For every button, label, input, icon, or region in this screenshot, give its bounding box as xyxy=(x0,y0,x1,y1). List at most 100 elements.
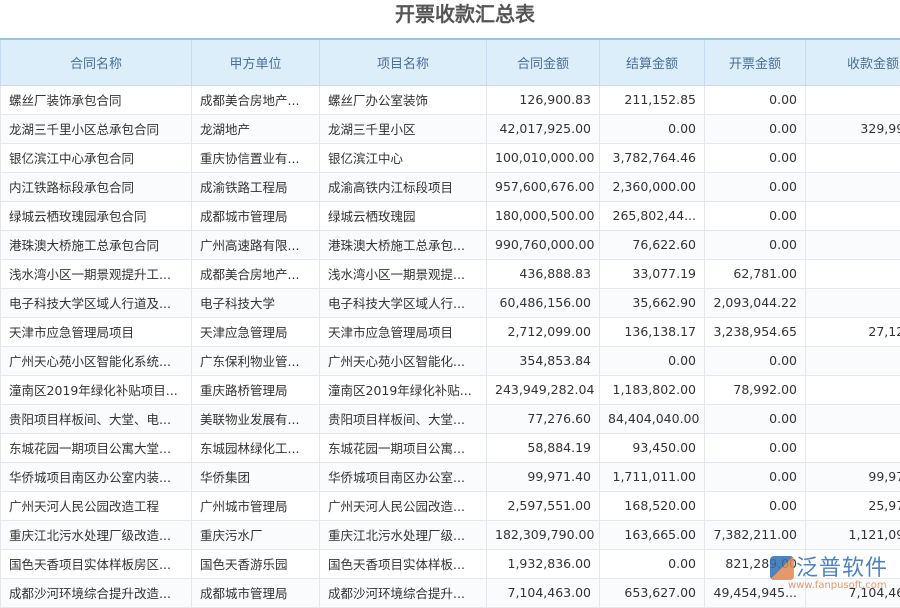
column-header-project-name[interactable]: 项目名称 xyxy=(320,39,487,85)
table-row[interactable]: 港珠澳大桥施工总承包合同广州高速路有限...港珠澳大桥施工总承包...990,7… xyxy=(1,230,900,259)
cell-contract-amount: 182,309,790.00 xyxy=(487,520,600,549)
column-header-client[interactable]: 甲方单位 xyxy=(192,39,320,85)
cell-contract-amount: 77,276.60 xyxy=(487,404,600,433)
cell-project-name: 重庆江北污水处理厂级... xyxy=(320,520,487,549)
cell-project-name: 华侨城项目南区办公室... xyxy=(320,462,487,491)
cell-settlement-amount: 0.00 xyxy=(600,114,705,143)
column-header-invoice-amount[interactable]: 开票金额 xyxy=(705,39,806,85)
cell-client: 龙湖地产 xyxy=(192,114,320,143)
cell-receipt-amount: 329,999.00 xyxy=(806,114,900,143)
column-header-settlement-amount[interactable]: 结算金额 xyxy=(600,39,705,85)
column-header-contract-amount[interactable]: 合同金额 xyxy=(487,39,600,85)
table-row[interactable]: 华侨城项目南区办公室内装...华侨集团华侨城项目南区办公室...99,971.4… xyxy=(1,462,900,491)
table-row[interactable]: 浅水湾小区一期景观提升工...成都美合房地产...浅水湾小区一期景观提...43… xyxy=(1,259,900,288)
cell-invoice-amount: 78,992.00 xyxy=(705,375,806,404)
cell-receipt-amount: 0.00 xyxy=(806,85,900,114)
cell-settlement-amount: 84,404,040.00 xyxy=(600,404,705,433)
cell-contract-name: 广州天河人民公园改造工程 xyxy=(1,491,192,520)
watermark-url: www.fanpusoft.com xyxy=(788,580,887,591)
cell-invoice-amount: 0.00 xyxy=(705,433,806,462)
cell-contract-amount: 60,486,156.00 xyxy=(487,288,600,317)
table-row[interactable]: 广州天心苑小区智能化系统...广东保利物业管...广州天心苑小区智能化...35… xyxy=(1,346,900,375)
cell-client: 天津应急管理局 xyxy=(192,317,320,346)
cell-contract-amount: 126,900.83 xyxy=(487,85,600,114)
cell-contract-amount: 2,597,551.00 xyxy=(487,491,600,520)
cell-contract-name: 广州天心苑小区智能化系统... xyxy=(1,346,192,375)
cell-receipt-amount: 0.00 xyxy=(806,201,900,230)
cell-client: 成都城市管理局 xyxy=(192,578,320,607)
table-row[interactable]: 成都沙河环境综合提升改造...成都城市管理局成都沙河环境综合提升...7,104… xyxy=(1,578,900,607)
column-header-receipt-amount[interactable]: 收款金额 xyxy=(806,39,900,85)
cell-invoice-amount: 3,238,954.65 xyxy=(705,317,806,346)
cell-contract-amount: 99,971.40 xyxy=(487,462,600,491)
cell-receipt-amount: 99,971.40 xyxy=(806,462,900,491)
cell-contract-name: 内江铁路标段承包合同 xyxy=(1,172,192,201)
cell-client: 东城园林绿化工... xyxy=(192,433,320,462)
cell-settlement-amount: 1,711,011.00 xyxy=(600,462,705,491)
cell-project-name: 广州天心苑小区智能化... xyxy=(320,346,487,375)
table-row[interactable]: 贵阳项目样板间、大堂、电...美联物业发展有...贵阳项目样板间、大堂...77… xyxy=(1,404,900,433)
cell-invoice-amount: 0.00 xyxy=(705,404,806,433)
cell-project-name: 成都沙河环境综合提升... xyxy=(320,578,487,607)
table-row[interactable]: 国色天香项目实体样板房区...国色天香游乐园国色天香项目实体样板...1,932… xyxy=(1,549,900,578)
cell-project-name: 东城花园一期项目公寓... xyxy=(320,433,487,462)
cell-invoice-amount: 0.00 xyxy=(705,85,806,114)
cell-receipt-amount: 0.00 xyxy=(806,230,900,259)
cell-project-name: 潼南区2019年绿化补贴... xyxy=(320,375,487,404)
cell-client: 成都美合房地产... xyxy=(192,85,320,114)
cell-contract-name: 成都沙河环境综合提升改造... xyxy=(1,578,192,607)
cell-invoice-amount: 2,093,044.22 xyxy=(705,288,806,317)
cell-receipt-amount: 25,975.00 xyxy=(806,491,900,520)
cell-settlement-amount: 0.00 xyxy=(600,549,705,578)
cell-contract-amount: 957,600,676.00 xyxy=(487,172,600,201)
cell-settlement-amount: 3,782,764.46 xyxy=(600,143,705,172)
cell-contract-name: 电子科技大学区域人行道及... xyxy=(1,288,192,317)
summary-table: 合同名称甲方单位项目名称合同金额结算金额开票金额收款金额 螺丝厂装饰承包合同成都… xyxy=(0,38,900,608)
table-row[interactable]: 电子科技大学区域人行道及...电子科技大学电子科技大学区域人行...60,486… xyxy=(1,288,900,317)
cell-project-name: 电子科技大学区域人行... xyxy=(320,288,487,317)
cell-project-name: 贵阳项目样板间、大堂... xyxy=(320,404,487,433)
table-row[interactable]: 东城花园一期项目公寓大堂...东城园林绿化工...东城花园一期项目公寓...58… xyxy=(1,433,900,462)
cell-invoice-amount: 0.00 xyxy=(705,346,806,375)
cell-contract-name: 螺丝厂装饰承包合同 xyxy=(1,85,192,114)
cell-contract-amount: 243,949,282.04 xyxy=(487,375,600,404)
cell-contract-name: 浅水湾小区一期景观提升工... xyxy=(1,259,192,288)
table-row[interactable]: 广州天河人民公园改造工程广州城市管理局广州天河人民公园改造...2,597,55… xyxy=(1,491,900,520)
cell-invoice-amount: 0.00 xyxy=(705,114,806,143)
table-row[interactable]: 潼南区2019年绿化补贴项目...重庆路桥管理局潼南区2019年绿化补贴...2… xyxy=(1,375,900,404)
cell-project-name: 绿城云栖玫瑰园 xyxy=(320,201,487,230)
cell-contract-amount: 58,884.19 xyxy=(487,433,600,462)
page-title: 开票收款汇总表 xyxy=(0,0,900,28)
cell-contract-name: 华侨城项目南区办公室内装... xyxy=(1,462,192,491)
cell-contract-name: 国色天香项目实体样板房区... xyxy=(1,549,192,578)
cell-contract-amount: 354,853.84 xyxy=(487,346,600,375)
cell-invoice-amount: 0.00 xyxy=(705,143,806,172)
column-header-contract-name[interactable]: 合同名称 xyxy=(1,39,192,85)
cell-settlement-amount: 0.00 xyxy=(600,346,705,375)
cell-receipt-amount: 0.00 xyxy=(806,288,900,317)
cell-receipt-amount: 0.00 xyxy=(806,172,900,201)
cell-project-name: 螺丝厂办公室装饰 xyxy=(320,85,487,114)
cell-settlement-amount: 76,622.60 xyxy=(600,230,705,259)
cell-project-name: 龙湖三千里小区 xyxy=(320,114,487,143)
cell-project-name: 广州天河人民公园改造... xyxy=(320,491,487,520)
cell-contract-name: 潼南区2019年绿化补贴项目... xyxy=(1,375,192,404)
cell-project-name: 浅水湾小区一期景观提... xyxy=(320,259,487,288)
cell-settlement-amount: 35,662.90 xyxy=(600,288,705,317)
cell-client: 成都城市管理局 xyxy=(192,201,320,230)
cell-invoice-amount: 7,382,211.00 xyxy=(705,520,806,549)
cell-settlement-amount: 1,183,802.00 xyxy=(600,375,705,404)
cell-settlement-amount: 93,450.00 xyxy=(600,433,705,462)
cell-contract-amount: 436,888.83 xyxy=(487,259,600,288)
cell-contract-name: 天津市应急管理局项目 xyxy=(1,317,192,346)
cell-receipt-amount: 0.00 xyxy=(806,433,900,462)
cell-contract-name: 港珠澳大桥施工总承包合同 xyxy=(1,230,192,259)
table-row[interactable]: 重庆江北污水处理厂级改造...重庆污水厂重庆江北污水处理厂级...182,309… xyxy=(1,520,900,549)
cell-receipt-amount: 0.00 xyxy=(806,404,900,433)
